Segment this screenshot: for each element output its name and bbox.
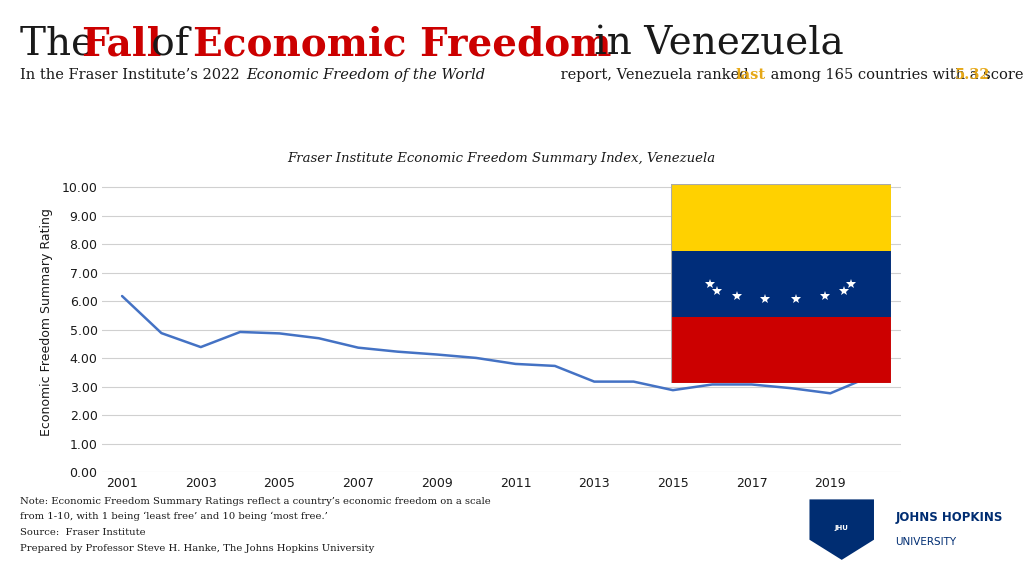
Text: Fall: Fall <box>81 26 162 64</box>
Text: In the Fraser Institute’s 2022: In the Fraser Institute’s 2022 <box>20 68 245 82</box>
Text: UNIVERSITY: UNIVERSITY <box>895 537 956 547</box>
Text: Economic Freedom of the World: Economic Freedom of the World <box>246 68 485 82</box>
Text: Prepared by Professor Steve H. Hanke, The Johns Hopkins University: Prepared by Professor Steve H. Hanke, Th… <box>20 544 375 554</box>
Text: in Venezuela: in Venezuela <box>582 26 844 63</box>
Text: Note: Economic Freedom Summary Ratings reflect a country’s economic freedom on a: Note: Economic Freedom Summary Ratings r… <box>20 497 492 506</box>
Text: 5.32: 5.32 <box>954 68 990 82</box>
Text: from 1-10, with 1 being ‘least free’ and 10 being ‘most free.’: from 1-10, with 1 being ‘least free’ and… <box>20 511 329 521</box>
Bar <box>671 317 891 383</box>
Bar <box>671 251 891 317</box>
Text: among 165 countries with a score of: among 165 countries with a score of <box>766 68 1024 82</box>
Bar <box>671 184 891 251</box>
Text: Economic Freedom: Economic Freedom <box>193 26 611 64</box>
Y-axis label: Economic Freedom Summary Rating: Economic Freedom Summary Rating <box>40 209 53 437</box>
Polygon shape <box>809 499 874 560</box>
Title: Fraser Institute Economic Freedom Summary Index, Venezuela: Fraser Institute Economic Freedom Summar… <box>288 151 716 165</box>
Text: last: last <box>735 68 765 82</box>
Text: Source:  Fraser Institute: Source: Fraser Institute <box>20 528 146 537</box>
Text: report, Venezuela ranked: report, Venezuela ranked <box>556 68 754 82</box>
Text: JHU: JHU <box>835 525 849 530</box>
Text: JOHNS HOPKINS: JOHNS HOPKINS <box>895 511 1002 524</box>
Text: The: The <box>20 26 106 63</box>
Text: .: . <box>986 68 991 82</box>
Text: of: of <box>139 26 202 63</box>
